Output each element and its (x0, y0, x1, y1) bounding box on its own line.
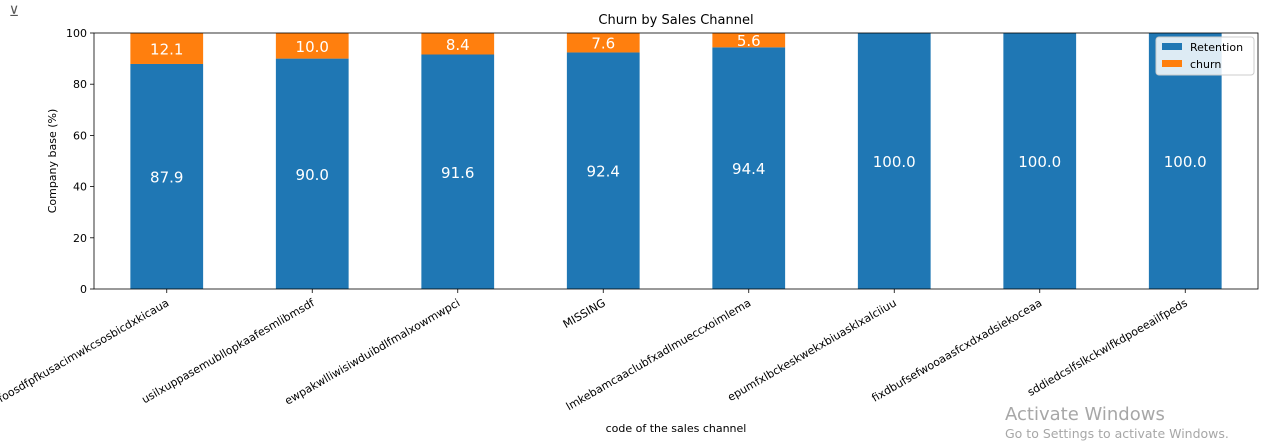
bar-churn-1 (275, 33, 349, 59)
legend: Retention churn (1155, 36, 1255, 76)
bar-label-retention-7: 100.0 (1164, 153, 1207, 171)
plot-area: 87.9 12.1 90.0 10.0 91.6 8.4 92.4 7.6 94.4 5.6 100… (0, 27, 1259, 413)
bar-retention-5 (857, 33, 931, 289)
x-tick-label-2: ewpakwlliwisiwduibdlfmalxowmwpci (283, 296, 463, 407)
y-tick-label-2: 40 (73, 181, 87, 194)
output-toggle-icon[interactable]: ⊻ (8, 4, 20, 20)
bar-label-retention-0: 87.9 (150, 168, 183, 186)
bar-retention-7 (1148, 33, 1222, 289)
bar-label-churn-0: 12.1 (150, 40, 183, 58)
bar-churn-2 (421, 33, 495, 55)
bar-churn-0 (130, 33, 204, 64)
chart-title: Churn by Sales Channel (598, 13, 753, 28)
legend-swatch-retention (1162, 43, 1182, 50)
activate-windows-subtitle: Go to Settings to activate Windows. (1005, 426, 1229, 441)
bar-label-retention-6: 100.0 (1018, 153, 1061, 171)
x-tick-label-3: MISSING (561, 296, 608, 331)
bar-retention-2 (421, 54, 495, 290)
y-tick-label-5: 100 (66, 27, 87, 40)
y-tick-label-3: 60 (73, 129, 87, 142)
bar-label-churn-1: 10.0 (296, 38, 329, 56)
activate-windows-watermark: Activate Windows Go to Settings to activ… (1005, 404, 1229, 442)
y-tick-label-1: 20 (73, 232, 87, 245)
x-tick-label-0: foosdfpfkusacimwkcsosbicdxkicaua (0, 296, 171, 405)
bar-label-retention-3: 92.4 (587, 163, 620, 181)
bar-label-retention-4: 94.4 (732, 160, 765, 178)
bar-retention-3 (566, 52, 640, 290)
y-axis-label: Company base (%) (46, 109, 59, 214)
x-tick-label-5: epumfxlbckeskwekxbiuasklxalciiuu (725, 296, 898, 404)
x-tick-label-6: fixdbufsefwooaasfcxdxadsiekoceaa (869, 296, 1044, 404)
bar-label-retention-1: 90.0 (296, 166, 329, 184)
y-tick-label-0: 0 (80, 283, 87, 296)
bar-label-retention-2: 91.6 (441, 164, 474, 182)
legend-label-churn: churn (1190, 58, 1221, 71)
bar-label-churn-2: 8.4 (446, 36, 470, 54)
bar-churn-4 (712, 33, 786, 48)
bar-label-churn-4: 5.6 (737, 32, 761, 50)
bar-churn-3 (566, 33, 640, 53)
activate-windows-title: Activate Windows (1005, 404, 1165, 425)
bar-label-churn-3: 7.6 (591, 35, 615, 53)
bar-retention-6 (1003, 33, 1077, 289)
bar-retention-1 (275, 58, 349, 289)
bar-retention-4 (712, 47, 786, 289)
bar-label-retention-5: 100.0 (873, 153, 916, 171)
x-tick-label-7: sddiedcslfslkckwlfkdpoeeailfpeds (1025, 296, 1190, 399)
x-tick-label-1: usilxuppasemubllopkaafesmlibmsdf (140, 296, 318, 406)
plot-frame (93, 32, 1259, 290)
y-tick-label-4: 80 (73, 78, 87, 91)
legend-swatch-churn (1162, 60, 1182, 67)
x-axis-label: code of the sales channel (606, 422, 747, 435)
bar-retention-0 (130, 63, 204, 290)
legend-label-retention: Retention (1190, 41, 1243, 54)
